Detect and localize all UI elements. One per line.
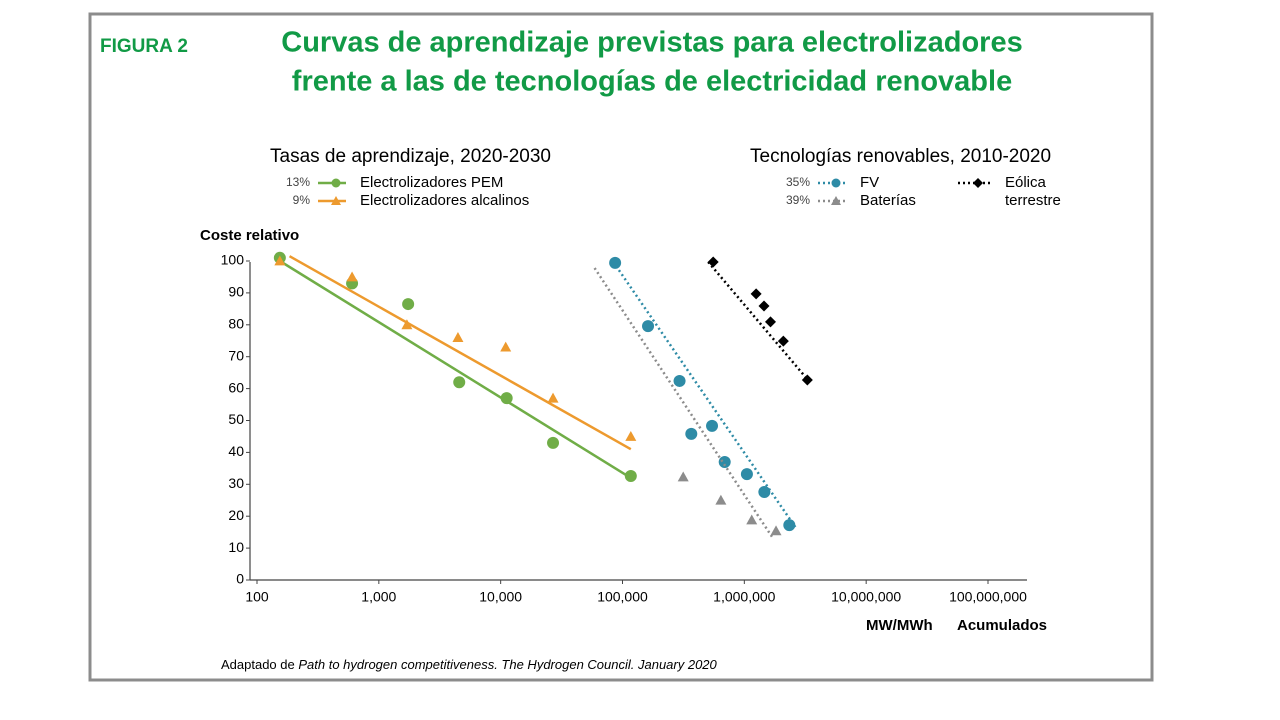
chart-title: Curvas de aprendizaje previstas para ele…	[281, 27, 1022, 59]
point	[718, 455, 731, 468]
y-axis-label: Coste relativo	[200, 227, 299, 244]
legend-label: Electrolizadores PEM	[360, 174, 503, 191]
y-tick-label: 50	[228, 411, 244, 427]
point	[500, 392, 513, 405]
x-tick-label: 10,000	[479, 589, 522, 605]
legend-title: Tasas de aprendizaje, 2020-2030	[270, 146, 551, 167]
y-tick-label: 100	[221, 252, 245, 268]
point	[677, 471, 689, 482]
x-tick-label: 100,000,000	[949, 589, 1027, 605]
x-tick-label: 100	[245, 589, 269, 605]
legend-marker	[831, 196, 841, 205]
point	[500, 341, 512, 352]
y-tick-label: 90	[228, 284, 244, 300]
legend-marker	[973, 178, 983, 188]
trend-line	[593, 267, 774, 538]
point	[625, 430, 637, 441]
source-reference: Path to hydrogen competitiveness. The Hy…	[298, 657, 717, 672]
point	[801, 374, 813, 386]
point	[765, 316, 777, 328]
y-tick-label: 30	[228, 475, 244, 491]
y-tick-label: 20	[228, 507, 244, 523]
point	[624, 470, 637, 483]
point	[685, 427, 698, 440]
x-axis-label: MW/MWh	[866, 617, 933, 634]
point	[750, 288, 762, 300]
point	[707, 256, 719, 268]
trend-line	[288, 255, 632, 451]
x-tick-label: 1,000,000	[713, 589, 775, 605]
point	[453, 376, 466, 389]
legend-rate: 39%	[786, 193, 810, 207]
source: Adaptado de Path to hydrogen competitive…	[221, 657, 718, 672]
point	[609, 256, 622, 269]
legend-label: Eólica terrestre	[1005, 174, 1061, 209]
trend-line	[707, 261, 811, 384]
point	[274, 255, 286, 266]
point	[758, 485, 771, 498]
point	[547, 392, 559, 403]
point	[746, 514, 758, 525]
point	[402, 298, 415, 311]
point	[346, 271, 358, 282]
figure-label: FIGURA 2	[100, 36, 188, 57]
y-tick-label: 60	[228, 379, 244, 395]
y-tick-label: 10	[228, 539, 244, 555]
legend-label: Electrolizadores alcalinos	[360, 192, 529, 209]
legend-marker	[331, 178, 341, 188]
source-prefix: Adaptado de	[221, 657, 295, 672]
legend-rate: 35%	[786, 175, 810, 189]
point	[401, 319, 413, 330]
point	[673, 374, 686, 387]
y-tick-label: 80	[228, 316, 244, 332]
y-tick-label: 40	[228, 443, 244, 459]
legend-label: Baterías	[860, 192, 916, 209]
point	[547, 436, 560, 449]
point	[783, 519, 796, 532]
point	[770, 525, 782, 536]
y-tick-label: 0	[236, 571, 244, 587]
legend-rate: 13%	[286, 175, 310, 189]
x-tick-label: 100,000	[597, 589, 648, 605]
legend-label: FV	[860, 174, 879, 191]
point	[706, 419, 719, 432]
legend-rate: 9%	[293, 193, 311, 207]
point	[740, 468, 753, 481]
point	[715, 494, 727, 505]
trend-line	[612, 261, 797, 528]
trend-line	[279, 259, 632, 479]
point	[777, 335, 789, 347]
y-tick-label: 70	[228, 347, 244, 363]
legend-label-line: terrestre	[1005, 192, 1061, 209]
legend-label-line: Eólica	[1005, 174, 1047, 191]
x-tick-label: 1,000	[361, 589, 396, 605]
frame	[88, 12, 1154, 682]
legend-marker	[331, 196, 341, 205]
point	[452, 332, 464, 342]
point	[642, 320, 655, 333]
legend-marker	[831, 178, 841, 188]
chart-title: frente a las de tecnologías de electrici…	[292, 66, 1012, 98]
legend-title: Tecnologías renovables, 2010-2020	[750, 146, 1051, 167]
x-axis-label: Acumulados	[957, 617, 1047, 634]
point	[758, 300, 770, 312]
x-tick-label: 10,000,000	[831, 589, 901, 605]
